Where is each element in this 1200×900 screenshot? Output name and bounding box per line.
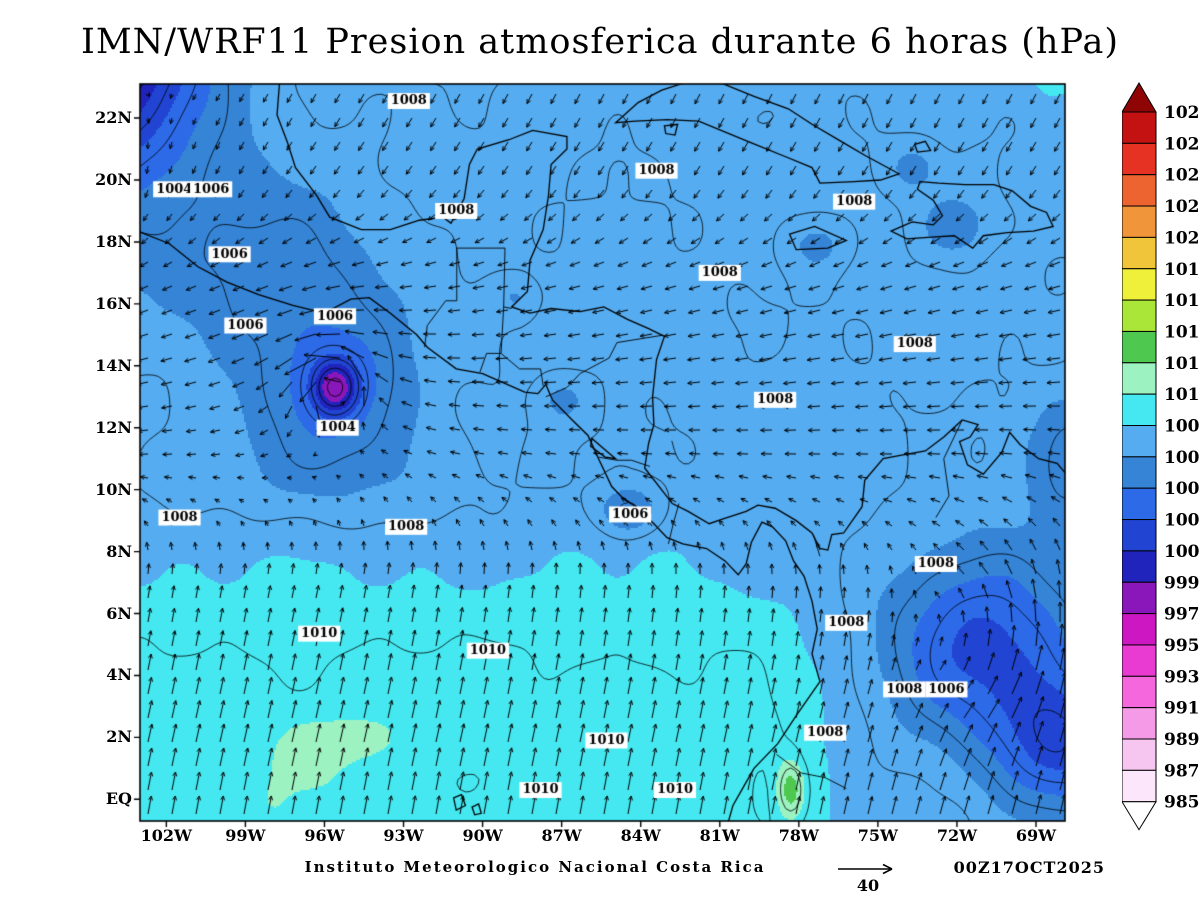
colorbar-band xyxy=(1122,330,1157,364)
colorbar-band xyxy=(1122,456,1157,489)
colorbar-tick-label: 1029 xyxy=(1164,103,1200,123)
lat-tick-label: 12N xyxy=(95,417,132,437)
colorbar-band xyxy=(1122,425,1157,458)
colorbar-tick-label: 1013 xyxy=(1164,354,1200,374)
lat-tick-label: 8N xyxy=(106,541,132,561)
chart-title: IMN/WRF11 Presion atmosferica durante 6 … xyxy=(81,22,1119,62)
colorbar-tick-label: 989 xyxy=(1164,730,1200,750)
lon-tick-label: 96W xyxy=(304,826,345,845)
run-timestamp: 00Z17OCT2025 xyxy=(953,858,1105,877)
colorbar-tick-label: 1027 xyxy=(1164,134,1200,154)
colorbar-band xyxy=(1122,111,1157,144)
colorbar-band xyxy=(1122,519,1157,552)
lat-tick-label: 18N xyxy=(95,231,132,251)
colorbar-band xyxy=(1122,142,1157,176)
lat-tick-label: EQ xyxy=(105,789,132,809)
lat-tick-label: 20N xyxy=(95,169,132,189)
lat-tick-label: 16N xyxy=(95,293,132,313)
lon-tick-label: 78W xyxy=(778,826,819,845)
lat-tick-label: 4N xyxy=(106,665,132,685)
lon-tick-label: 72W xyxy=(936,826,978,845)
colorbar-band xyxy=(1122,487,1157,521)
colorbar-band xyxy=(1122,769,1157,803)
lon-tick-label: 102W xyxy=(140,826,193,845)
lon-tick-label: 75W xyxy=(857,826,898,845)
colorbar-tick-label: 1005 xyxy=(1164,479,1200,499)
colorbar-above-max-triangle xyxy=(1122,82,1157,113)
institution-credit: Instituto Meteorologico Nacional Costa R… xyxy=(304,858,766,876)
colorbar-tick-label: 1025 xyxy=(1164,166,1200,186)
colorbar-band xyxy=(1122,362,1157,395)
colorbar-tick-label: 991 xyxy=(1164,699,1200,719)
colorbar-tick-label: 999 xyxy=(1164,573,1200,593)
colorbar-tick-label: 1003 xyxy=(1164,511,1200,531)
colorbar-band xyxy=(1122,299,1157,332)
lon-tick-label: 90W xyxy=(462,826,503,845)
lat-tick-label: 14N xyxy=(95,355,132,375)
lat-tick-label: 2N xyxy=(106,727,132,747)
colorbar-band xyxy=(1122,236,1157,270)
colorbar-tick-label: 985 xyxy=(1164,793,1200,813)
colorbar-band xyxy=(1122,268,1157,301)
colorbar-band xyxy=(1122,550,1157,583)
colorbar-tick-label: 1019 xyxy=(1164,260,1200,280)
pressure-map-canvas xyxy=(125,70,1080,840)
colorbar-below-min-triangle xyxy=(1122,801,1157,831)
reference-wind-arrow-icon xyxy=(838,863,893,875)
lat-tick-label: 10N xyxy=(95,479,132,499)
colorbar-band xyxy=(1122,613,1157,646)
colorbar-tick-label: 1015 xyxy=(1164,322,1200,342)
lon-tick-label: 84W xyxy=(620,826,661,845)
colorbar-tick-label: 1017 xyxy=(1164,291,1200,311)
lat-tick-label: 6N xyxy=(106,603,132,623)
lat-tick-label: 22N xyxy=(95,108,132,128)
lon-tick-label: 99W xyxy=(225,826,266,845)
colorbar-tick-label: 993 xyxy=(1164,667,1200,687)
colorbar-band xyxy=(1122,707,1157,740)
colorbar-band xyxy=(1122,205,1157,238)
colorbar-tick-label: 1023 xyxy=(1164,197,1200,217)
reference-vector-label: 40 xyxy=(856,876,880,895)
colorbar-tick-label: 997 xyxy=(1164,605,1200,625)
colorbar-tick-label: 995 xyxy=(1164,636,1200,656)
lon-tick-label: 81W xyxy=(699,826,740,845)
lon-tick-label: 69W xyxy=(1015,826,1057,845)
lon-tick-label: 87W xyxy=(541,826,582,845)
colorbar-band xyxy=(1122,393,1157,426)
colorbar-band xyxy=(1122,174,1157,207)
colorbar-tick-label: 1007 xyxy=(1164,448,1200,468)
colorbar-tick-label: 987 xyxy=(1164,761,1200,781)
colorbar-band xyxy=(1122,644,1157,677)
colorbar-band xyxy=(1122,738,1157,771)
lon-tick-label: 93W xyxy=(383,826,424,845)
colorbar-band xyxy=(1122,581,1157,615)
colorbar-band xyxy=(1122,675,1157,709)
